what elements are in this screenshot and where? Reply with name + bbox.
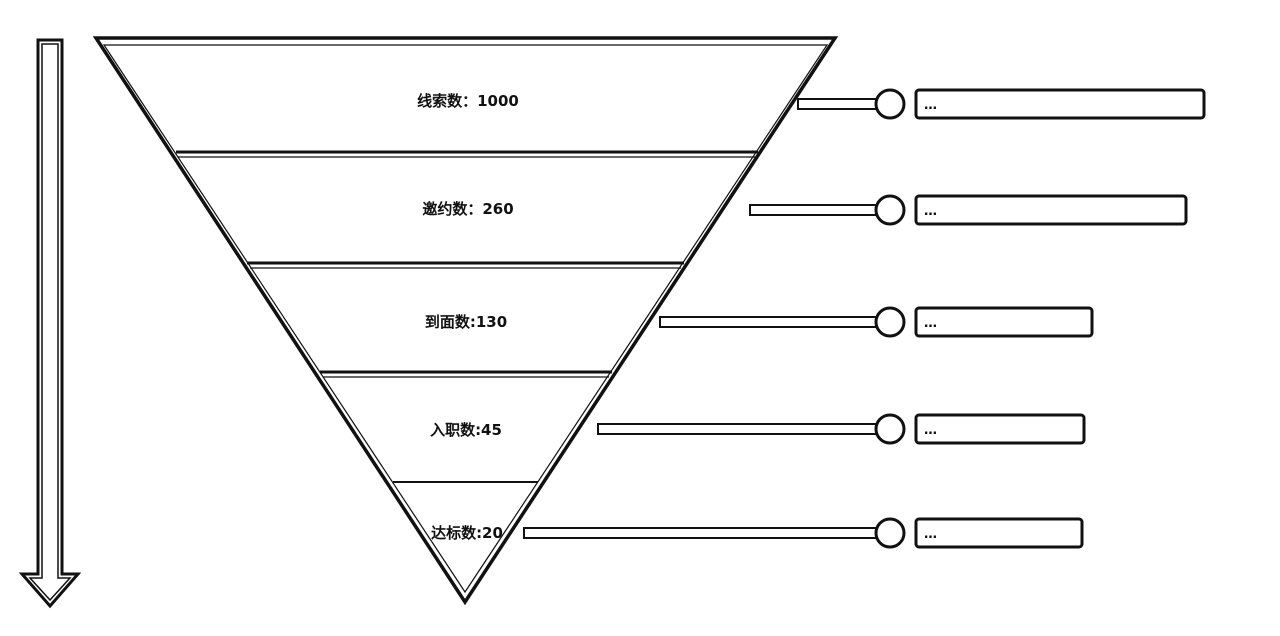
funnel-stage-3: 到面数:130 <box>320 313 612 378</box>
down-arrow-icon <box>18 38 82 609</box>
stage-label-leads: 线索数：1000 <box>417 92 519 110</box>
callout-text-3: … <box>924 316 937 331</box>
callout-box-2 <box>914 194 1188 226</box>
stage-label-qualified: 达标数:20 <box>431 524 503 542</box>
funnel-stage-1: 线索数：1000 <box>176 92 758 158</box>
callout-text-5: … <box>924 527 937 542</box>
funnel-outline <box>92 36 839 606</box>
stage-label-interviews: 到面数:130 <box>425 313 507 331</box>
callout-box-4 <box>914 413 1086 445</box>
callout-box-1 <box>914 88 1206 120</box>
connector-3: … <box>659 306 1094 338</box>
stage-label-invites: 邀约数：260 <box>422 200 513 218</box>
callout-text-1: … <box>924 98 937 113</box>
stage-label-hires: 入职数:45 <box>430 421 502 439</box>
funnel-stage-5: 达标数:20 <box>431 524 503 542</box>
connector-5: … <box>523 517 1084 549</box>
callout-text-4: … <box>924 423 937 438</box>
connector-2: … <box>749 194 1188 226</box>
connector-1: … <box>797 88 1206 120</box>
callout-box-3 <box>914 306 1094 338</box>
callout-text-2: … <box>924 204 937 219</box>
callout-box-5 <box>914 517 1084 549</box>
connector-4: … <box>597 413 1086 445</box>
funnel-stage-4: 入职数:45 <box>393 421 538 483</box>
funnel-stage-2: 邀约数：260 <box>247 200 684 269</box>
